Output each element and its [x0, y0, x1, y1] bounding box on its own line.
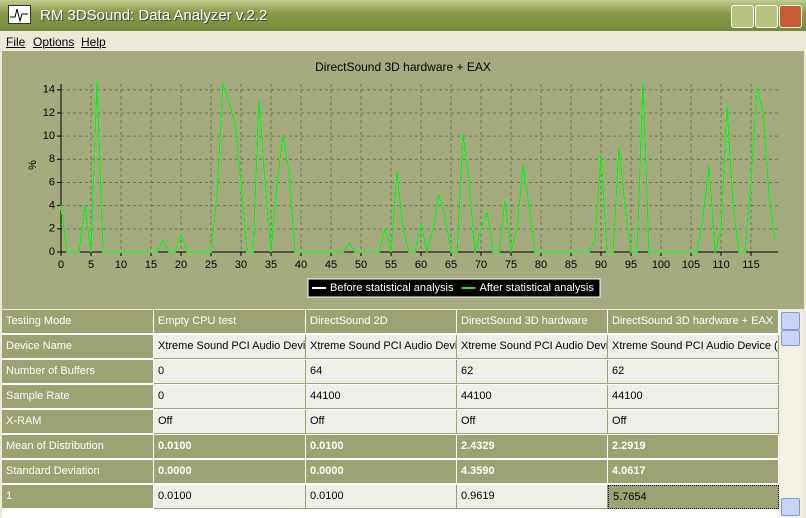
table-cell[interactable]: 0.0000: [154, 460, 306, 484]
y-tick-label: 6: [49, 176, 55, 188]
x-tick-label: 95: [625, 259, 637, 271]
y-tick-label: 12: [43, 107, 55, 119]
table-cell[interactable]: Xtreme Sound PCI Audio Device: [457, 335, 608, 359]
table-cell[interactable]: Number of Buffers: [2, 360, 154, 384]
chart: DirectSound 3D hardware + EAX % 0 2 4 6 8 10 1…: [2, 51, 804, 309]
x-tick-label: 15: [145, 259, 157, 271]
table-cell[interactable]: 0: [154, 385, 306, 409]
window-title: RM 3DSound: Data Analyzer v.2.2: [40, 7, 268, 24]
minimize-button[interactable]: [731, 5, 754, 28]
scrollbar[interactable]: [779, 310, 802, 518]
y-tick-label: 0: [49, 246, 55, 258]
table-cell[interactable]: 44100: [457, 385, 608, 409]
table-cell[interactable]: Xtreme Sound PCI Audio Device: [154, 335, 306, 359]
x-tick-label: 10: [115, 259, 127, 271]
x-tick-label: 50: [355, 259, 367, 271]
table-cell[interactable]: Device Name: [2, 335, 154, 359]
menu-item[interactable]: Options: [33, 35, 75, 49]
y-tick-label: 10: [43, 130, 55, 142]
legend-label: Before statistical analysis: [330, 282, 454, 294]
table-cell[interactable]: 4.3590: [457, 460, 608, 484]
chart-title: DirectSound 3D hardware + EAX: [315, 60, 491, 74]
table-cell[interactable]: 0.9619: [457, 485, 608, 509]
legend-box: [307, 278, 601, 298]
y-tick-label: 2: [49, 223, 55, 235]
scroll-down[interactable]: [781, 498, 800, 516]
table-cell[interactable]: Testing Mode: [2, 310, 154, 334]
x-tick-label: 75: [505, 259, 517, 271]
x-tick-label: 40: [295, 259, 307, 271]
table-cell[interactable]: DirectSound 3D hardware: [457, 310, 608, 334]
maximize-button[interactable]: [755, 5, 778, 28]
table-cell[interactable]: Xtreme Sound PCI Audio Device: [306, 335, 457, 359]
x-tick-label: 85: [565, 259, 577, 271]
table-cell[interactable]: Xtreme Sound PCI Audio Device (cr: [608, 335, 779, 359]
table-cell[interactable]: 44100: [306, 385, 457, 409]
table-cell[interactable]: 5.7654: [608, 485, 779, 509]
table-cell[interactable]: 64: [306, 360, 457, 384]
x-tick-label: 80: [535, 259, 547, 271]
table-cell[interactable]: 44100: [608, 385, 779, 409]
x-tick-label: 60: [415, 259, 427, 271]
menu-bar: File Options Help: [0, 31, 806, 51]
y-tick-label: 14: [43, 84, 55, 96]
legend-label: After statistical analysis: [480, 282, 595, 294]
y-axis-label: %: [27, 160, 39, 170]
table-cell[interactable]: 0.0100: [154, 435, 306, 459]
scroll-thumb[interactable]: [781, 330, 800, 346]
table-cell[interactable]: Mean of Distribution: [2, 435, 154, 459]
data-line: [60, 80, 776, 253]
table-cell[interactable]: DirectSound 3D hardware + EAX: [608, 310, 779, 334]
app-icon: [8, 5, 31, 24]
menu-item[interactable]: Help: [81, 35, 106, 49]
x-tick-label: 30: [235, 259, 247, 271]
table-cell[interactable]: 0.0100: [154, 485, 306, 509]
x-tick-label: 55: [385, 259, 397, 271]
x-tick-label: 20: [175, 259, 187, 271]
table-cell[interactable]: 4.0617: [608, 460, 779, 484]
table-cell[interactable]: 1: [2, 485, 154, 509]
table-cell[interactable]: Off: [154, 410, 306, 434]
table-cell[interactable]: Sample Rate: [2, 385, 154, 409]
table-cell[interactable]: 0.0100: [306, 435, 457, 459]
table-cell[interactable]: 2.2919: [608, 435, 779, 459]
y-tick-label: 8: [49, 153, 55, 165]
table-cell[interactable]: Off: [306, 410, 457, 434]
menu-item[interactable]: File: [6, 35, 26, 49]
y-tick-label: 4: [49, 200, 55, 212]
table-cell[interactable]: 0.0000: [306, 460, 457, 484]
x-tick-label: 100: [652, 259, 670, 271]
x-tick-label: 5: [88, 259, 94, 271]
x-tick-label: 115: [742, 259, 760, 271]
x-tick-label: 105: [682, 259, 700, 271]
table-cell[interactable]: 62: [457, 360, 608, 384]
table-cell[interactable]: 2.4329: [457, 435, 608, 459]
x-tick-label: 65: [445, 259, 457, 271]
x-tick-label: 25: [205, 259, 217, 271]
data-table: Testing Mode Empty CPU test DirectSound 2D…: [2, 310, 779, 518]
table-cell[interactable]: Off: [608, 410, 779, 434]
table-cell[interactable]: DirectSound 2D: [306, 310, 457, 334]
table-cell[interactable]: 0: [154, 360, 306, 384]
table-cell[interactable]: Off: [457, 410, 608, 434]
x-tick-label: 35: [265, 259, 277, 271]
x-tick-label: 70: [475, 259, 487, 271]
close-button[interactable]: [779, 5, 802, 28]
x-tick-label: 0: [58, 259, 64, 271]
table-cell[interactable]: 62: [608, 360, 779, 384]
scroll-up[interactable]: [781, 312, 800, 330]
table-cell[interactable]: Standard Deviation: [2, 460, 154, 484]
x-tick-label: 110: [712, 259, 730, 271]
table-cell[interactable]: 0.0100: [306, 485, 457, 509]
x-tick-label: 45: [325, 259, 337, 271]
legend: Before statistical analysis After statist…: [307, 278, 601, 298]
table-cell[interactable]: X-RAM: [2, 410, 154, 434]
x-tick-label: 90: [595, 259, 607, 271]
title-bar: RM 3DSound: Data Analyzer v.2.2: [0, 0, 806, 31]
table-cell[interactable]: Empty CPU test: [154, 310, 306, 334]
